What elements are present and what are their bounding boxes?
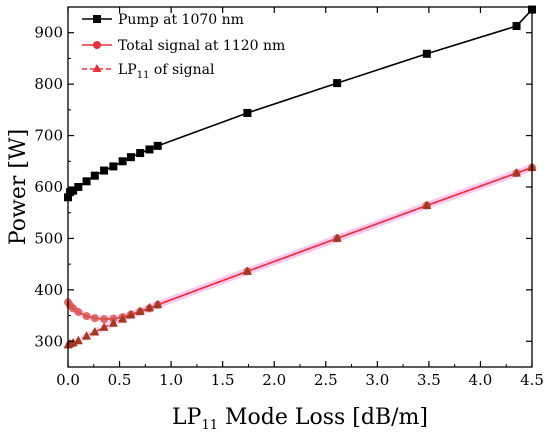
x-axis: 0.0 0.5 1.0 1.5 2.0 2.5 3.0 3.5 4.0 4.5	[56, 7, 544, 389]
data-point-square	[136, 149, 145, 158]
data-point-triangle	[90, 327, 100, 336]
data-point-triangle	[73, 335, 83, 345]
y-tick-label: 400	[34, 281, 63, 299]
y-axis-title: Power [W]	[6, 129, 31, 245]
data-point-triangle	[332, 233, 342, 242]
data-point-square	[69, 186, 78, 195]
legend-label-total-signal: Total signal at 1120 nm	[118, 38, 285, 54]
data-point-square	[100, 166, 109, 175]
series-layer	[63, 5, 537, 349]
data-point-square	[422, 49, 431, 58]
x-tick-label: 1.0	[159, 371, 183, 389]
x-axis-title: LP11 Mode Loss [dB/m]	[172, 405, 428, 433]
data-point-triangle	[144, 302, 154, 312]
data-point-triangle	[512, 168, 522, 177]
data-point-circle	[82, 312, 91, 321]
data-point-circle	[90, 314, 99, 323]
data-point-square	[74, 183, 83, 191]
y-tick-label: 700	[34, 127, 63, 145]
legend: Pump at 1070 nm Total signal at 1120 nm …	[82, 12, 285, 81]
plot-area	[63, 5, 537, 368]
y-tick-label: 900	[34, 24, 63, 42]
y-tick-label: 800	[34, 75, 63, 93]
legend-label-lp11: LP11 of signal	[118, 62, 215, 81]
data-point-square	[512, 22, 521, 31]
data-point-triangle	[126, 310, 136, 319]
data-point-triangle	[135, 306, 145, 315]
x-tick-label: 3.0	[365, 371, 389, 389]
y-tick-label: 500	[34, 229, 63, 247]
legend-marker-pump	[93, 15, 101, 23]
x-tick-label: 1.5	[211, 371, 235, 389]
data-point-square	[82, 177, 91, 186]
x-tick-label: 2.0	[262, 371, 286, 389]
x-tick-label: 4.5	[520, 371, 544, 389]
legend-marker-total-signal	[93, 41, 101, 49]
y-tick-label: 300	[34, 332, 63, 350]
data-point-triangle	[82, 331, 92, 340]
legend-marker-lp11	[92, 64, 102, 72]
y-axis: 300 400 500 600 700 800 900	[34, 24, 532, 350]
data-point-square	[243, 108, 252, 117]
x-tick-label: 0.0	[56, 371, 80, 389]
data-point-triangle	[108, 318, 118, 327]
legend-item-lp11: LP11 of signal	[82, 62, 215, 81]
data-point-square	[333, 79, 342, 88]
data-point-square	[118, 157, 127, 166]
data-point-triangle	[118, 314, 128, 323]
data-point-square	[90, 171, 99, 180]
data-point-circle	[100, 315, 109, 324]
data-point-square	[109, 162, 118, 171]
data-point-square	[145, 145, 154, 154]
data-point-triangle	[99, 322, 109, 331]
legend-item-pump: Pump at 1070 nm	[82, 12, 244, 28]
data-point-triangle	[422, 200, 432, 210]
legend-item-total-signal: Total signal at 1120 nm	[82, 38, 285, 54]
data-point-triangle	[242, 266, 252, 275]
data-point-triangle	[153, 299, 163, 309]
x-tick-label: 3.5	[417, 371, 441, 389]
legend-label-pump: Pump at 1070 nm	[118, 12, 244, 28]
data-point-circle	[74, 307, 83, 316]
data-point-square	[153, 141, 162, 150]
y-tick-label: 600	[34, 178, 63, 196]
data-point-square	[126, 153, 135, 162]
x-tick-label: 2.5	[314, 371, 338, 389]
x-tick-label: 4.0	[469, 371, 493, 389]
x-tick-label: 0.5	[108, 371, 132, 389]
